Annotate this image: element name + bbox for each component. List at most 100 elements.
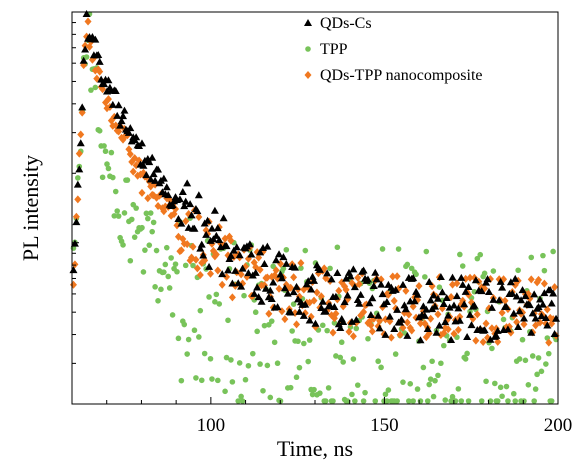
data-point [349, 392, 355, 398]
data-point [307, 337, 313, 343]
data-point [139, 225, 145, 231]
data-point [241, 293, 247, 299]
data-point [216, 301, 222, 307]
data-point [141, 269, 147, 275]
data-point [421, 365, 427, 371]
data-point [429, 358, 435, 364]
legend-item: QDs-TPP nanocomposite [305, 67, 483, 84]
data-point [386, 387, 392, 393]
data-point [437, 284, 443, 290]
data-point [100, 174, 106, 180]
data-point [250, 351, 256, 357]
data-point [495, 398, 501, 404]
data-point [167, 285, 173, 291]
data-point [517, 356, 523, 362]
data-point [432, 378, 438, 384]
data-point [543, 361, 549, 367]
data-point [549, 398, 555, 404]
data-point [133, 205, 139, 211]
data-point [289, 328, 295, 334]
data-point [260, 388, 266, 394]
data-point [326, 385, 332, 391]
x-tick-label: 150 [370, 415, 399, 436]
data-point [161, 269, 167, 275]
data-point [209, 376, 215, 382]
data-point [110, 175, 116, 181]
data-point [540, 253, 546, 259]
data-point [489, 346, 495, 352]
data-point [106, 166, 112, 172]
data-point [438, 360, 444, 366]
data-point [173, 261, 179, 267]
data-point [530, 353, 536, 359]
data-point [176, 336, 182, 342]
data-point [193, 375, 199, 381]
data-point [378, 365, 384, 371]
data-point [441, 343, 447, 349]
data-point [317, 390, 323, 396]
data-point [463, 356, 469, 362]
data-point [192, 327, 198, 333]
data-point [511, 391, 517, 397]
data-point [442, 397, 448, 403]
data-point [330, 398, 336, 404]
data-point [257, 361, 263, 367]
data-point [164, 245, 170, 251]
data-point [181, 322, 187, 328]
data-point [165, 274, 171, 280]
x-tick-label: 200 [544, 415, 573, 436]
data-point [405, 262, 411, 268]
data-point [222, 388, 228, 394]
data-point [501, 317, 507, 323]
data-point [365, 336, 371, 342]
data-point [464, 351, 470, 357]
data-point [202, 351, 208, 357]
data-point [323, 398, 329, 404]
data-point [460, 263, 466, 269]
data-point [142, 247, 148, 253]
data-point [393, 351, 399, 357]
data-point [407, 381, 413, 387]
legend-label: QDs-Cs [320, 15, 372, 32]
data-point [528, 255, 534, 261]
data-point [132, 234, 138, 240]
data-point [151, 220, 157, 226]
data-point [272, 339, 278, 345]
data-point [158, 287, 164, 293]
data-point [129, 217, 135, 223]
data-point [186, 337, 192, 343]
data-point [240, 398, 246, 404]
data-point [492, 381, 498, 387]
data-point [426, 382, 432, 388]
data-point [146, 242, 152, 248]
data-point [339, 339, 345, 345]
data-point [324, 328, 330, 334]
data-point [301, 341, 307, 347]
data-point [340, 359, 346, 365]
data-point [170, 312, 176, 318]
data-point [504, 384, 510, 390]
data-point [228, 357, 234, 363]
data-point [466, 398, 472, 404]
data-point [380, 246, 386, 252]
data-point [113, 189, 119, 195]
data-point [327, 266, 333, 272]
data-point [295, 338, 301, 344]
data-point [375, 358, 381, 364]
data-point [183, 263, 189, 269]
data-point [128, 258, 134, 264]
data-point [149, 229, 155, 235]
data-point [431, 394, 437, 400]
data-point [520, 337, 526, 343]
data-point [163, 262, 169, 268]
data-point [297, 365, 303, 371]
data-point [184, 351, 190, 357]
data-point [116, 213, 122, 219]
data-point [302, 248, 308, 254]
data-point [394, 398, 400, 404]
data-point [225, 317, 231, 323]
data-point [536, 355, 542, 361]
data-point [498, 385, 504, 391]
data-point [546, 351, 552, 357]
